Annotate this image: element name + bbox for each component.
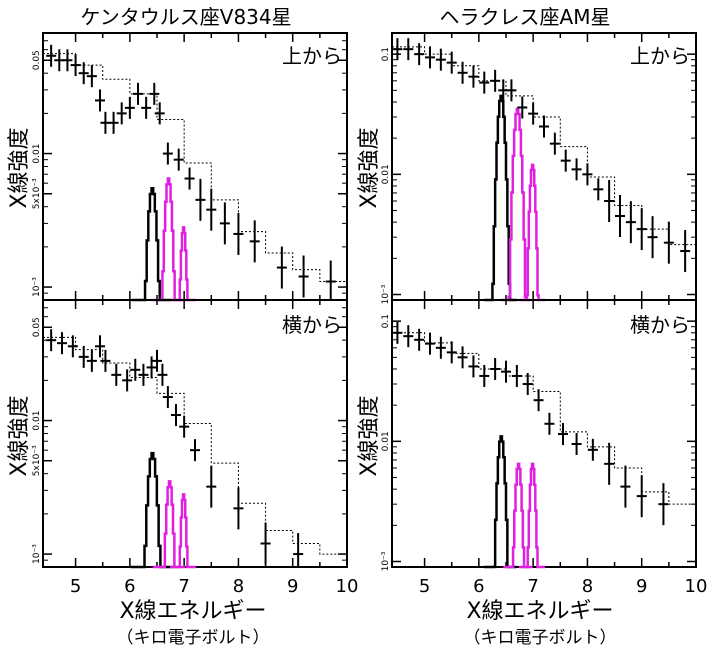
x-tick-label: 8 <box>582 576 593 597</box>
panel-amher-top: 上から X線強度 10⁻³ 0.01 0.1 <box>357 32 697 304</box>
x-tick-label: 9 <box>287 576 298 597</box>
x-tick-label: 10 <box>336 576 359 597</box>
y-tick-label: 5x10⁻³ <box>32 445 42 476</box>
x-tick-label: 7 <box>178 576 189 597</box>
y-axis-label: X線強度 <box>7 395 32 476</box>
x-axis-unit-right: （キロ電子ボルト） <box>464 628 617 648</box>
y-tick-label: 0.1 <box>381 314 391 328</box>
x-axis-unit-left: （キロ電子ボルト） <box>117 628 270 648</box>
x-tick-label: 10 <box>685 576 708 597</box>
panel-v834-top: 上から X線強度 10⁻³ 5x10⁻³ 0.01 0.05 <box>7 32 348 302</box>
panel-label: 横から <box>282 313 342 337</box>
x-tick-label: 7 <box>527 576 538 597</box>
chart-title-v834: ケンタウルス座V834星 <box>80 5 291 29</box>
y-tick-label: 0.1 <box>381 47 391 61</box>
plot-frame <box>391 32 697 301</box>
y-tick-label: 5x10⁻³ <box>32 178 42 209</box>
x-tick-label: 5 <box>70 576 81 597</box>
plot-area: 10⁻³ 5x10⁻³ 0.01 0.05 <box>32 300 348 569</box>
panel-label: 上から <box>630 44 690 68</box>
x-tick-label: 5 <box>419 576 430 597</box>
y-tick-label: 10⁻³ <box>381 551 391 571</box>
plot-area: 10⁻³ 0.01 0.1 <box>381 300 697 571</box>
panel-amher-side: 横から X線強度 10⁻³ 0.01 0.1 <box>357 299 697 571</box>
x-tick-label: 6 <box>124 576 135 597</box>
emission-line-7.0keV <box>170 493 197 569</box>
y-tick-label: 0.05 <box>32 317 42 337</box>
x-axis-label-right: X線エネルギー <box>466 599 613 624</box>
y-tick-label: 0.01 <box>381 164 391 184</box>
y-tick-label: 10⁻³ <box>32 277 42 297</box>
plot-frame <box>391 299 697 568</box>
plot-area: 10⁻³ 5x10⁻³ 0.01 0.05 <box>32 33 348 302</box>
x-tick-label: 6 <box>473 576 484 597</box>
x-tick-label: 8 <box>233 576 244 597</box>
chart-title-amher: ヘラクレス座AM星 <box>440 5 611 29</box>
x-tick-label: 9 <box>636 576 647 597</box>
y-axis-label: X線強度 <box>357 127 382 208</box>
model-curve <box>392 332 697 512</box>
y-tick-label: 10⁻³ <box>381 284 391 304</box>
y-tick-label: 10⁻³ <box>32 544 42 564</box>
x-axis-label-left: X線エネルギー <box>119 599 266 624</box>
panel-v834-side: 横から X線強度 10⁻³ 5x10⁻³ 0.01 0.05 <box>7 299 348 569</box>
y-axis-label: X線強度 <box>7 127 32 208</box>
plot-frame <box>42 299 348 568</box>
panel-label: 上から <box>282 44 342 68</box>
model-curve <box>43 53 348 288</box>
x-tick-labels: 5 6 7 8 9 10 5 6 7 8 9 10 <box>70 576 708 597</box>
y-axis-label: X線強度 <box>357 395 382 476</box>
model-curve <box>43 336 348 558</box>
emission-line-7.0keV <box>519 462 546 569</box>
y-tick-label: 0.01 <box>32 411 42 431</box>
y-tick-label: 0.01 <box>381 431 391 451</box>
y-tick-label: 0.01 <box>32 144 42 164</box>
panel-label: 横から <box>630 313 690 337</box>
y-tick-label: 0.05 <box>32 50 42 70</box>
plot-area: 10⁻³ 0.01 0.1 <box>381 33 697 304</box>
model-curve <box>392 46 697 256</box>
